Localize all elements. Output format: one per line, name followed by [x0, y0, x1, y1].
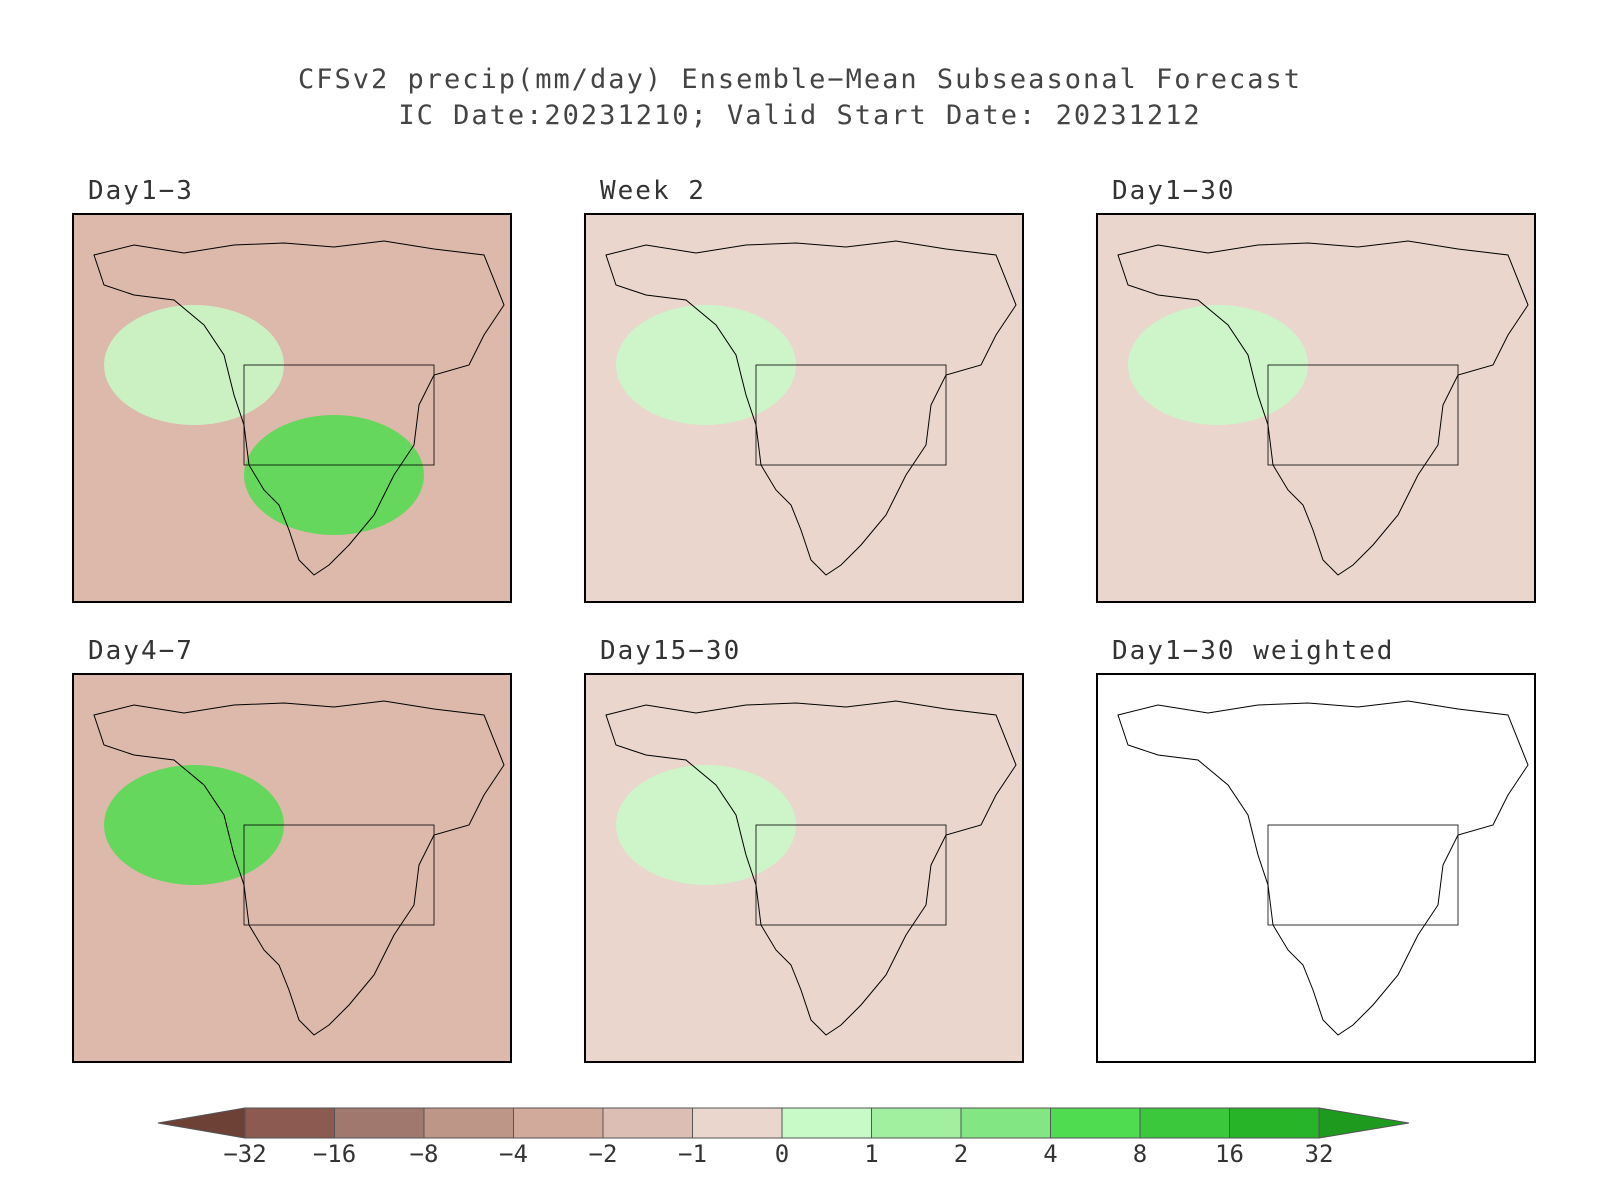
- panel-label-day1-30-weighted: Day1−30 weighted: [1112, 636, 1395, 666]
- us-states-outline: [1267, 364, 1459, 466]
- map-panel-day4-7: [72, 673, 512, 1063]
- map-panel-day1-30: [1096, 213, 1536, 603]
- map-svg: [1117, 240, 1529, 576]
- us-states-outline: [243, 364, 435, 466]
- precip-region: [104, 765, 284, 885]
- coastline: [605, 700, 1017, 1036]
- colorbar-segment: [602, 1107, 693, 1139]
- colorbar-segment: [513, 1107, 604, 1139]
- colorbar-tick-label: 16: [1215, 1140, 1244, 1168]
- coastline: [1117, 700, 1529, 1036]
- panel-label-day15-30: Day15−30: [600, 636, 742, 666]
- colorbar-segment: [960, 1107, 1051, 1139]
- colorbar-tick-label: 2: [953, 1140, 969, 1168]
- precip-region: [104, 305, 284, 425]
- colorbar: [157, 1107, 1410, 1139]
- colorbar-segment: [1050, 1107, 1141, 1139]
- us-states-outline: [243, 824, 435, 926]
- colorbar-tick-label: 4: [1043, 1140, 1058, 1168]
- colorbar-segment: [871, 1107, 962, 1139]
- colorbar-high-arrow: [1318, 1107, 1410, 1139]
- map-panel-day15-30: [584, 673, 1024, 1063]
- coastline: [93, 700, 505, 1036]
- precip-region: [616, 765, 796, 885]
- colorbar-tick-label: 1: [864, 1140, 879, 1168]
- colorbar-tick-label: 8: [1132, 1140, 1148, 1168]
- panel-label-day1-3: Day1−3: [88, 176, 194, 206]
- map-svg: [605, 700, 1017, 1036]
- precip-region: [616, 305, 796, 425]
- colorbar-segment: [244, 1107, 335, 1139]
- colorbar-segment: [781, 1107, 872, 1139]
- map-panel-day1-3: [72, 213, 512, 603]
- panel-label-day1-30: Day1−30: [1112, 176, 1236, 206]
- colorbar-tick-label: −16: [312, 1140, 357, 1168]
- map-svg: [93, 700, 505, 1036]
- panel-label-day4-7: Day4−7: [88, 636, 194, 666]
- colorbar-low-arrow: [157, 1107, 246, 1139]
- colorbar-tick-label: 32: [1304, 1140, 1334, 1168]
- map-panel-week2: [584, 213, 1024, 603]
- precip-region: [1128, 305, 1308, 425]
- colorbar-segment: [1139, 1107, 1230, 1139]
- map-svg: [605, 240, 1017, 576]
- colorbar-tick-label: −8: [409, 1140, 439, 1168]
- panel-label-week2: Week 2: [600, 176, 706, 206]
- coastline: [93, 240, 505, 576]
- chart-title-line1: CFSv2 precip(mm/day) Ensemble−Mean Subse…: [297, 64, 1303, 95]
- coastline: [605, 240, 1017, 576]
- map-svg: [1117, 700, 1529, 1036]
- colorbar-tick-label: −4: [499, 1140, 528, 1168]
- map-panel-day1-30-weighted: [1096, 673, 1536, 1063]
- colorbar-segment: [1229, 1107, 1320, 1139]
- colorbar-segment: [334, 1107, 425, 1139]
- us-states-outline: [755, 824, 947, 926]
- chart-title-line2: IC Date:20231210; Valid Start Date: 2023…: [398, 100, 1202, 131]
- colorbar-segment: [692, 1107, 783, 1139]
- colorbar-segment: [423, 1107, 514, 1139]
- us-states-outline: [755, 364, 947, 466]
- colorbar-tick-label: −1: [678, 1140, 707, 1168]
- colorbar-tick-label: −32: [223, 1140, 267, 1168]
- map-svg: [93, 240, 505, 576]
- precip-region: [244, 415, 424, 535]
- colorbar-tick-label: −2: [588, 1140, 618, 1168]
- us-states-outline: [1267, 824, 1459, 926]
- coastline: [1117, 240, 1529, 576]
- colorbar-tick-label: 0: [774, 1140, 790, 1168]
